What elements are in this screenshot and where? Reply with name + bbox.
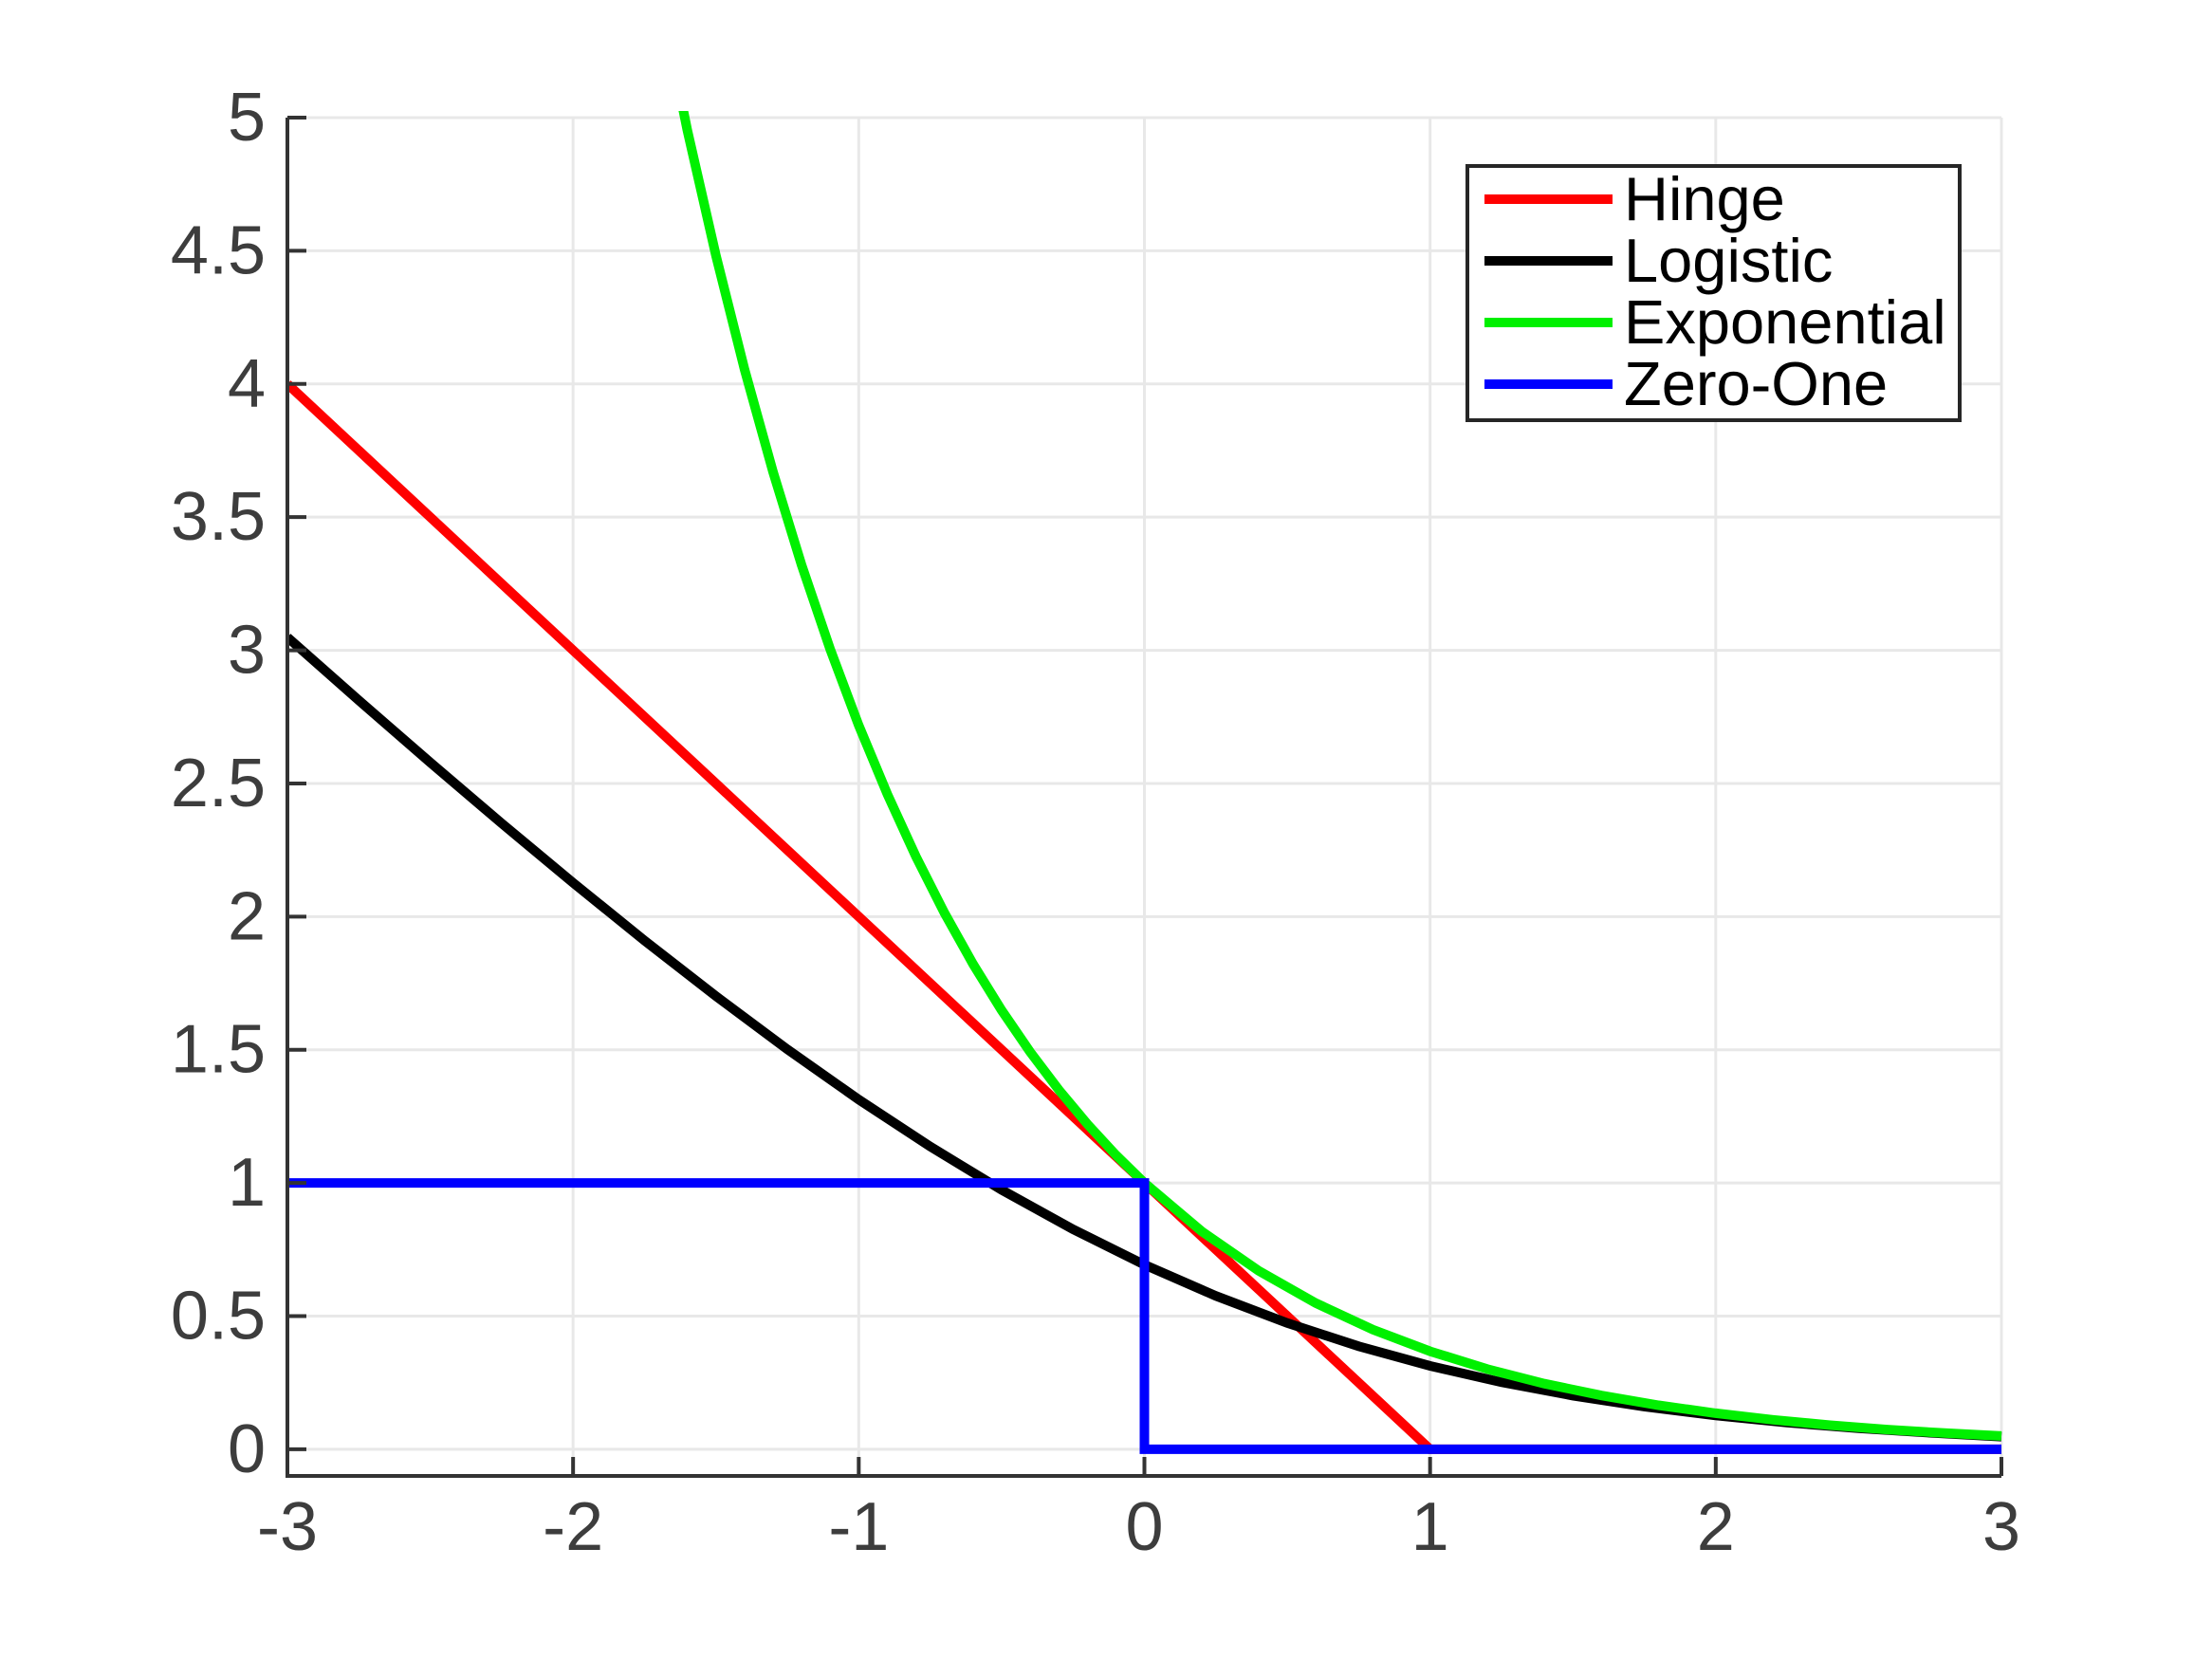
legend-line-swatch — [1484, 194, 1613, 204]
x-tick-label: 3 — [1982, 1489, 2020, 1565]
legend-item-exponential: Exponential — [1469, 291, 1958, 353]
y-tick-label: 4 — [228, 346, 266, 422]
y-tick-label: 2.5 — [171, 746, 266, 821]
legend-line-swatch — [1484, 255, 1613, 266]
legend-label: Zero-One — [1624, 349, 1889, 418]
legend-line-swatch — [1484, 378, 1613, 389]
legend-label: Hinge — [1624, 164, 1785, 233]
y-tick-label: 0 — [228, 1411, 266, 1487]
legend-label: Exponential — [1624, 287, 1946, 357]
curve-exponential — [678, 111, 2002, 1441]
y-tick-label: 4.5 — [171, 212, 266, 288]
y-tick-label: 1.5 — [171, 1012, 266, 1088]
y-tick-label: 2 — [228, 878, 266, 954]
legend: Hinge Logistic Exponential Zero-One — [1465, 164, 1962, 422]
legend-item-zero-one: Zero-One — [1469, 353, 1958, 415]
y-tick-label: 3 — [228, 613, 266, 689]
y-tick-label: 1 — [228, 1145, 266, 1221]
legend-label: Logistic — [1624, 226, 1834, 295]
x-tick-label: -3 — [257, 1489, 318, 1565]
x-tick-label: 2 — [1697, 1489, 1735, 1565]
y-tick-label: 5 — [228, 80, 266, 156]
curves — [286, 111, 2002, 1454]
y-tick-label: 3.5 — [171, 479, 266, 555]
grid-lines — [287, 116, 2003, 1476]
legend-line-swatch — [1484, 317, 1613, 327]
legend-item-logistic: Logistic — [1469, 230, 1958, 291]
x-tick-label: -1 — [828, 1489, 889, 1565]
tick-labels: -3 -2 -1 0 1 2 3 0 0.5 1 1.5 2 2.5 3 3.5 4 4.5 5 — [171, 80, 2020, 1565]
y-tick-label: 0.5 — [171, 1279, 266, 1355]
axes — [286, 116, 2003, 1478]
x-tick-label: -2 — [543, 1489, 603, 1565]
legend-item-hinge: Hinge — [1469, 168, 1958, 230]
x-tick-label: 1 — [1411, 1489, 1449, 1565]
x-tick-label: 0 — [1125, 1489, 1163, 1565]
curve-zero-one — [287, 1178, 2001, 1454]
